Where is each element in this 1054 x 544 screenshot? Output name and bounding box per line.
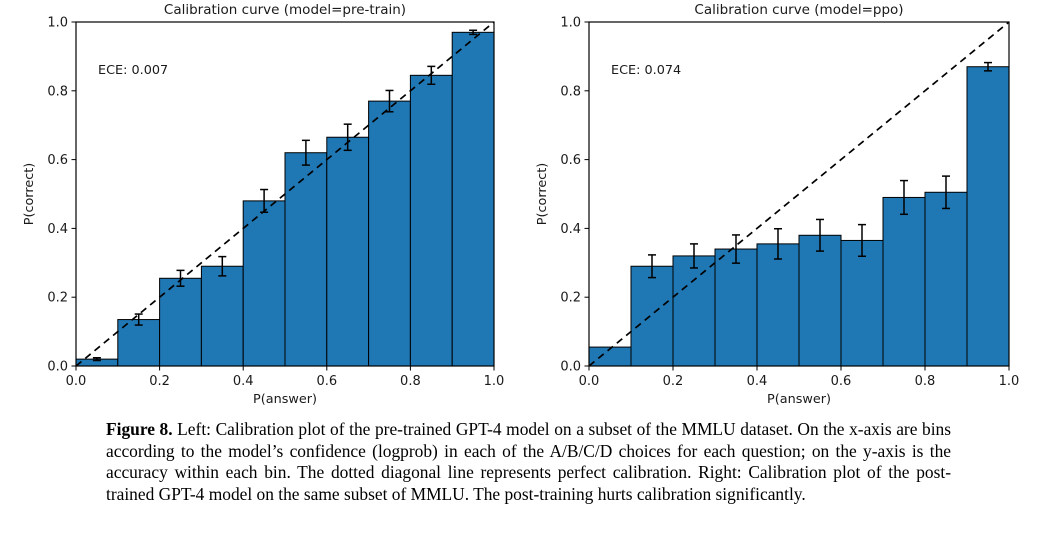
figure-caption: Figure 8. Left: Calibration plot of the … — [106, 419, 951, 505]
y-tick-label: 0.2 — [47, 291, 68, 306]
x-tick-label: 0.8 — [400, 374, 421, 389]
y-tick-label: 0.0 — [47, 360, 68, 375]
y-tick-label: 1.0 — [47, 16, 68, 31]
x-tick-label: 0.0 — [66, 374, 87, 389]
y-tick-label: 0.8 — [47, 84, 68, 99]
x-tick-label: 0.0 — [579, 374, 600, 389]
x-tick-label: 1.0 — [484, 374, 505, 389]
perfect-calibration-line — [588, 21, 1010, 367]
bar-bin-3 — [714, 248, 758, 367]
y-tick-label: 0.2 — [560, 291, 581, 306]
x-tick-label: 0.6 — [831, 374, 852, 389]
x-tick-label: 0.2 — [149, 374, 170, 389]
figure-caption-label: Figure 8. — [106, 419, 173, 439]
x-axis-label: P(answer) — [767, 392, 831, 407]
chart-title: Calibration curve (model=pre-train) — [164, 2, 406, 18]
bar-bin-3 — [200, 265, 244, 367]
bar-bin-6 — [326, 136, 370, 367]
bar-bin-7 — [882, 196, 926, 367]
bar-bin-2 — [159, 277, 202, 367]
chart-calibration-pretrain: 0.0 0.2 0.4 0.6 0.8 1.0 0.0 0.2 0.4 0.6 0.8 1.0 Cali… — [22, 2, 505, 407]
x-tick-label: 0.8 — [915, 374, 936, 389]
axes-frame — [75, 21, 495, 367]
bar-bin-2 — [672, 255, 716, 367]
bar-bin-8 — [924, 191, 968, 367]
bar-bin-0 — [588, 346, 632, 367]
y-tick-label: 1.0 — [560, 16, 581, 31]
x-tick-label: 0.2 — [663, 374, 684, 389]
x-axis-label: P(answer) — [253, 392, 317, 407]
y-tick-label: 0.8 — [560, 84, 581, 99]
figure-caption-text: Left: Calibration plot of the pre-traine… — [106, 419, 952, 504]
x-tick-label: 0.6 — [316, 374, 337, 389]
bar-bin-4 — [242, 200, 286, 367]
calibration-charts: 0.0 0.2 0.4 0.6 0.8 1.0 0.0 0.2 0.4 0.6 0.8 1.0 Cali… — [22, 2, 1020, 407]
perfect-calibration-line — [75, 21, 495, 367]
bar-bin-5 — [284, 152, 328, 367]
bar-bin-9 — [966, 66, 1010, 367]
bar-bin-4 — [756, 243, 800, 367]
bar-bin-7 — [368, 100, 411, 367]
axes-frame — [588, 21, 1010, 367]
y-tick-label: 0.4 — [560, 222, 581, 237]
bar-bin-8 — [409, 74, 453, 367]
bar-bin-9 — [451, 31, 495, 367]
x-tick-label: 1.0 — [999, 374, 1020, 389]
y-tick-label: 0.6 — [560, 153, 581, 168]
chart-title: Calibration curve (model=ppo) — [694, 2, 903, 18]
x-tick-label: 0.4 — [747, 374, 768, 389]
ece-annotation: ECE: 0.074 — [611, 63, 681, 78]
ece-annotation: ECE: 0.007 — [98, 63, 168, 78]
y-tick-label: 0.4 — [47, 222, 68, 237]
x-tick-label: 0.4 — [233, 374, 254, 389]
bar-bin-1 — [630, 265, 674, 367]
bar-bin-5 — [798, 234, 842, 367]
bar-bin-6 — [840, 239, 884, 367]
y-tick-label: 0.0 — [560, 360, 581, 375]
y-tick-label: 0.6 — [47, 153, 68, 168]
chart-calibration-ppo: 0.0 0.2 0.4 0.6 0.8 1.0 0.0 0.2 0.4 0.6 0.8 1.0 Cali… — [535, 2, 1020, 407]
y-axis-label: P(correct) — [535, 163, 550, 226]
y-axis-label: P(correct) — [22, 163, 37, 226]
